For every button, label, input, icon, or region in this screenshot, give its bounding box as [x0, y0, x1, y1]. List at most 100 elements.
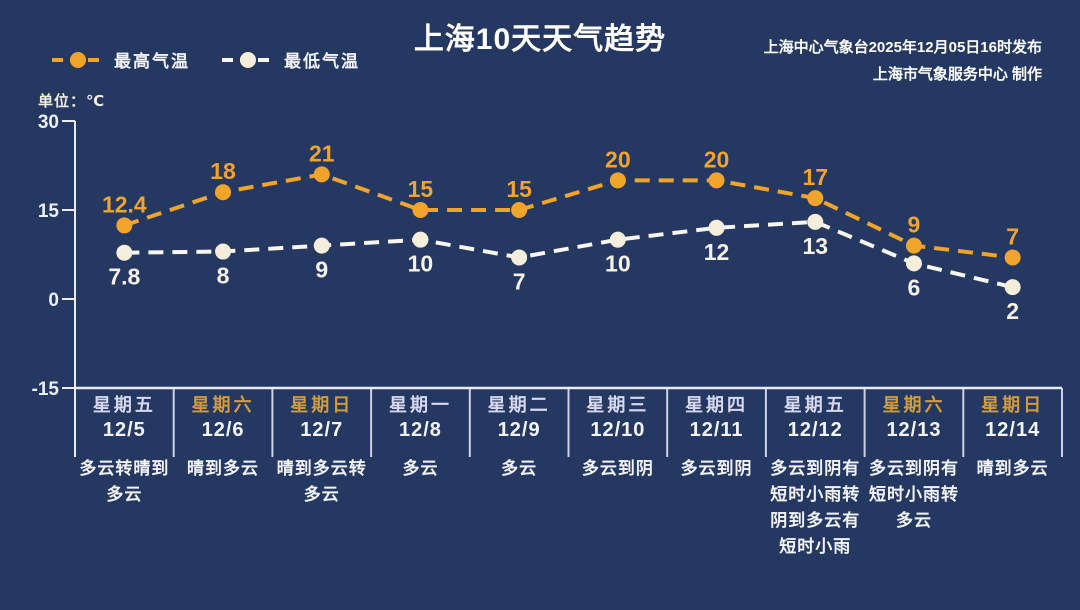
date-label: 12/14: [985, 419, 1041, 441]
weather-description-line: 多云: [501, 459, 538, 478]
weather-description: 多云转晴到 多云: [75, 456, 174, 508]
date-label: 12/12: [787, 419, 843, 441]
legend-high-marker: [70, 51, 86, 68]
publisher-line-2: 上海市气象服务中心 制作: [872, 66, 1042, 83]
low-temp-line-icon: [222, 51, 274, 68]
temp-value-label: 2: [1006, 298, 1019, 324]
day-column: 星期六 12/6 晴到多云: [174, 392, 273, 560]
date-label: 12/9: [497, 419, 541, 441]
low-temp-line: [124, 219, 1014, 290]
low-temp-point: [807, 213, 824, 230]
temp-value-label: 10: [605, 251, 631, 277]
temp-value-label: 9: [908, 212, 921, 238]
low-temp-point: [905, 255, 922, 272]
date-label: 12/10: [590, 419, 646, 441]
low-temp-point: [313, 237, 330, 254]
high-temp-point: [412, 202, 429, 218]
temp-value-label: 17: [802, 164, 828, 190]
weekday-label: 星期日: [981, 395, 1045, 415]
weather-description: 晴到多云: [174, 456, 273, 482]
temp-value-label: 20: [605, 146, 631, 172]
y-tick-label: 0: [48, 290, 59, 311]
weekday-label: 星期一: [388, 395, 452, 415]
temp-value-label: 6: [908, 274, 921, 300]
weekday-label: 星期五: [92, 395, 156, 415]
temp-value-label: 8: [217, 263, 230, 289]
weather-description: 多云到阴: [569, 456, 668, 482]
weekday-label: 星期二: [487, 395, 551, 415]
weather-description-line: 多云转晴到: [79, 459, 170, 478]
low-temp-point: [511, 249, 528, 266]
weather-description-line: 多云: [402, 459, 439, 478]
day-column: 星期一 12/8 多云: [371, 392, 470, 560]
y-tick-label: 15: [38, 201, 60, 222]
high-temp-point: [511, 202, 528, 218]
temp-value-label: 7.8: [108, 264, 140, 290]
high-temp-point: [313, 166, 330, 183]
high-temp-point: [905, 237, 922, 254]
temp-value-label: 10: [408, 251, 434, 277]
legend-low-label: 最低气温: [284, 52, 360, 71]
high-temp-point: [116, 217, 133, 234]
chart-legend: 最高气温 最低气温: [52, 47, 360, 72]
y-tick-label: -15: [32, 379, 60, 400]
weather-description-line: 晴到多云: [187, 459, 260, 478]
weather-description-line: 多云: [895, 511, 932, 530]
date-label: 12/5: [102, 419, 146, 441]
high-temp-point: [215, 184, 232, 201]
low-temp-point: [116, 244, 133, 261]
weather-description: 晴到多云: [963, 456, 1062, 482]
legend-item-high: 最高气温: [52, 47, 190, 72]
day-column: 星期五 12/5 多云转晴到多云: [75, 392, 174, 560]
temp-value-label: 15: [506, 176, 532, 202]
temp-value-label: 13: [802, 233, 828, 259]
weather-description-line: 多云到阴有: [770, 459, 861, 478]
high-temp-point: [609, 172, 626, 189]
weather-description-line: 短时小雨转: [868, 485, 959, 504]
day-column: 星期四 12/11 多云到阴: [667, 392, 766, 560]
high-temp-line: [123, 172, 1013, 260]
date-label: 12/6: [201, 419, 245, 441]
temp-value-label: 12: [704, 239, 730, 265]
low-temp-point: [1004, 279, 1021, 296]
day-column: 星期三 12/10 多云到阴: [569, 392, 668, 560]
publisher-info: 上海中心气象台2025年12月05日16时发布 上海市气象服务中心 制作: [764, 34, 1042, 88]
weather-description-line: 晴到多云转: [276, 459, 367, 478]
weather-description: 多云: [470, 456, 569, 482]
low-temp-point: [215, 243, 232, 260]
day-column: 星期日 12/7 晴到多云转多云: [272, 392, 371, 560]
weather-description-line: 阴到多云有: [770, 511, 861, 530]
weather-description: 多云: [371, 456, 470, 482]
weather-description-line: 多云到阴: [581, 459, 654, 478]
date-label: 12/11: [689, 419, 744, 441]
day-columns: 星期五 12/5 多云转晴到 多云 星期六 12/6 晴到多云 星期日 12/7 晴到多云转 多云星…: [75, 392, 1062, 560]
weather-description-line: 晴到多云: [976, 459, 1049, 478]
temp-value-label: 18: [210, 158, 236, 184]
weather-description-line: 短时小雨转: [770, 485, 861, 504]
weekday-label: 星期三: [586, 395, 650, 415]
weather-description-line: 多云: [106, 485, 143, 504]
low-temp-point: [412, 231, 429, 248]
weather-description: 多云到阴: [667, 456, 766, 482]
weather-description: 多云到阴有 短时小雨转 阴到多云有 短时小雨: [766, 456, 865, 560]
date-label: 12/7: [300, 419, 344, 441]
temp-value-label: 9: [315, 257, 328, 283]
weekday-label: 星期五: [783, 395, 847, 415]
weather-description: 晴到多云转 多云: [272, 456, 371, 508]
unit-label: 单位：℃: [38, 93, 106, 110]
weather-description-line: 多云: [303, 485, 340, 504]
legend-low-marker: [240, 51, 256, 68]
weekday-label: 星期六: [191, 395, 255, 415]
high-temp-point: [708, 172, 725, 189]
temp-value-label: 15: [408, 176, 434, 202]
date-label: 12/8: [398, 419, 442, 441]
temp-value-label: 21: [309, 140, 335, 166]
y-tick-label: 30: [38, 112, 59, 133]
weekday-label: 星期日: [290, 395, 354, 415]
weekday-label: 星期六: [882, 395, 946, 415]
day-column: 星期六 12/13 多云到阴有 短时小雨转 多云: [865, 392, 964, 560]
temp-value-label: 7: [513, 268, 526, 294]
page-title: 上海10天天气趋势: [413, 23, 667, 56]
